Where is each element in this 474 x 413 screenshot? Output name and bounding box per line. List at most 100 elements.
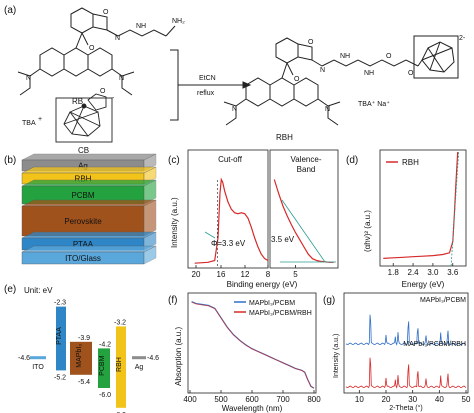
level-value-8: -6.0	[99, 392, 111, 399]
abs-legend-label-1: MAPbI₃/PCBM/RBH	[249, 310, 312, 317]
tauc-plot: 1.8 2.4 3.0 3.6	[383, 151, 460, 277]
level-name-1: PTAA	[56, 327, 63, 345]
reaction-arrow	[170, 49, 252, 121]
ups2-tick-label-0: 5	[293, 270, 298, 279]
level-name-4: RBH	[116, 357, 123, 372]
ups-cutoff-title: Cut-off	[218, 155, 243, 164]
level-value-3: -3.2	[114, 319, 126, 326]
rbh-n-left: N	[232, 106, 237, 113]
layer-label-3: Perovskite	[64, 217, 102, 226]
level-name-0: ITO	[32, 364, 44, 371]
ups-vb-annotation: 3.5 eV	[271, 235, 295, 244]
abs-line-2	[191, 301, 315, 389]
tauc-legend-label: RBH	[402, 158, 419, 167]
ups-cutoff-annotation: Φ=3.3 eV	[211, 239, 246, 248]
panel-f: (f) Absorption (a.u.) 400 500 600 700 800 MA…	[168, 292, 321, 413]
layer-top-2	[21, 179, 157, 187]
ups1-tick-label-1: 16	[217, 270, 226, 279]
conditions-top: EtCN	[199, 75, 216, 82]
level-name-5: Ag	[135, 364, 144, 371]
level-value-9: -6.9	[114, 412, 126, 413]
abs-tick-label-4: 800	[307, 395, 321, 404]
cb-tba: TBA	[22, 120, 36, 127]
tauc-fit	[450, 151, 460, 267]
rb-amine-end: NH₂	[172, 18, 185, 25]
conditions-bottom: reflux	[197, 90, 215, 97]
ups-vb-title: Valence-	[291, 155, 322, 164]
rb-n-right: N	[119, 75, 124, 82]
layer-side-2	[143, 179, 157, 205]
xrd-line-1	[345, 357, 467, 389]
layer-label-0: Ag	[78, 162, 88, 171]
level-value-4: -4.6	[18, 355, 30, 362]
xrd-tick-label-4: 50	[462, 395, 471, 404]
layer-top-0	[21, 153, 157, 161]
ups1-line	[194, 177, 269, 264]
tauc-frame	[379, 149, 467, 267]
panel-e: (e) Unit: eV ITO PTAA MAPbI₃ PCBM RBH Ag -2.3 -…	[4, 284, 159, 413]
xrd-xlabel: 2-Theta (°)	[389, 404, 423, 412]
energy-level-diagram: ITO PTAA MAPbI₃ PCBM RBH Ag -2.3 -3.9 -4.2 -3.2 -4…	[18, 300, 159, 413]
ups-vb-frame	[269, 149, 339, 269]
panel-label-d: (d)	[346, 155, 358, 166]
panel-b: (b) Ag RBH PCBM Perovskite PTAA ITO/Glass	[4, 153, 157, 265]
xrd-frame	[343, 292, 469, 394]
energy-unit: Unit: eV	[24, 286, 53, 295]
abs-tick-label-3: 700	[276, 395, 290, 404]
layer-top-1	[21, 166, 157, 174]
xrd-series-label-0: MAPbI₃/PCBM	[420, 297, 466, 304]
layer-top-5	[21, 245, 157, 253]
level-value-6: -5.2	[54, 374, 66, 381]
xrd-series-label-1: MAPbI₃/PCBM/RBH	[403, 341, 466, 348]
level-1	[56, 306, 66, 371]
rbh-amine-1: NH	[340, 53, 350, 60]
rbh-oxygen-3: O	[386, 53, 392, 60]
rbh-n-right: N	[325, 106, 330, 113]
ups-cutoff-plot: 20 16 12 8	[192, 177, 271, 279]
panel-label-g: (g)	[323, 295, 335, 306]
abs-frame	[187, 292, 317, 394]
layer-top-3	[21, 199, 157, 207]
panel-a: (a) O O N NH NH₂ N N	[4, 5, 466, 155]
level-value-0: -2.3	[54, 300, 66, 307]
level-value-5: -4.6	[147, 355, 159, 362]
tauc-line	[383, 151, 459, 259]
panel-d: (d) (αhν)² (a.u.) RBH 1.8 2.4 3.0 3.6 Energ…	[346, 149, 467, 289]
ups-vb-title-2: Band	[297, 165, 316, 174]
xrd-ylabel: Intensity (a.u.)	[333, 334, 340, 378]
rbh-charge: 2-	[459, 35, 466, 42]
panel-c: (c) Intensity (a.u.) Cut-off Valence- Ba…	[168, 149, 339, 289]
tauc-xlabel: Energy (eV)	[402, 280, 445, 289]
tauc-ylabel: (αhν)² (a.u.)	[363, 210, 372, 252]
xrd-tick-label-2: 30	[408, 395, 417, 404]
layer-label-4: PTAA	[73, 240, 94, 249]
rb-nitrogen: N	[115, 35, 120, 42]
ups-xlabel: Binding energy (eV)	[227, 280, 298, 289]
xrd-tick-label-1: 20	[382, 395, 391, 404]
abs-tick-label-0: 400	[183, 395, 197, 404]
cb-tba-sup: +	[38, 116, 42, 123]
layer-side-3	[143, 199, 157, 237]
rbh-counterions: TBA⁺ Na⁺	[358, 100, 390, 108]
abs-tick-label-2: 600	[245, 395, 259, 404]
cutoff-arrow	[204, 231, 216, 239]
xrd-line-0	[345, 314, 467, 346]
rb-amine: NH	[136, 23, 146, 30]
level-value-1: -3.9	[78, 335, 90, 342]
abs-ylabel: Absorption (a.u.)	[174, 327, 183, 386]
ups1-tick-label-2: 12	[241, 270, 250, 279]
level-value-2: -4.2	[99, 341, 111, 348]
level-value-7: -5.4	[78, 379, 90, 386]
vb-fit-line	[281, 199, 326, 263]
layer-label-2: PCBM	[71, 191, 94, 200]
layer-3	[21, 205, 145, 237]
cb-charge: -	[112, 95, 115, 102]
level-2	[70, 341, 92, 375]
ups-cutoff-frame	[187, 149, 269, 269]
tauc-tick-label-1: 2.4	[408, 268, 420, 277]
layer-label-5: ITO/Glass	[65, 254, 101, 263]
rbh-oxygen-1: O	[308, 39, 314, 46]
device-stack: Ag RBH PCBM Perovskite PTAA ITO/Glass	[21, 153, 157, 265]
abs-legend-label-0: MAPbI₃/PCBM	[249, 300, 295, 307]
